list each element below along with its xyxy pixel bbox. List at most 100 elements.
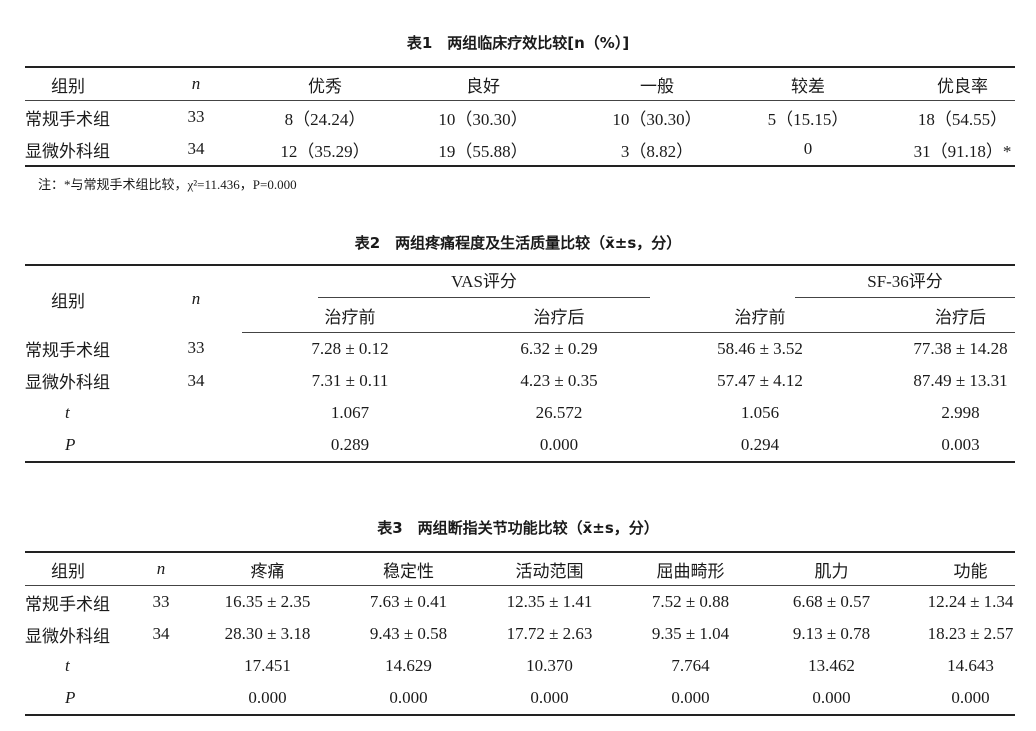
- cell: 34: [187, 370, 205, 390]
- column-header: 优秀: [242, 66, 408, 101]
- cell: 9.43 ± 0.58: [369, 624, 448, 643]
- row-label: 显微外科组: [25, 626, 110, 646]
- cell: 9.35 ± 1.04: [651, 624, 730, 643]
- cell: 33: [187, 338, 205, 358]
- table-row: P 0.000 0.000 0.000 0.000 0.000 0.000: [25, 682, 1015, 716]
- table-row: 常规手术组 33 8（24.24） 10（30.30） 10（30.30） 5（15.15…: [25, 101, 1015, 134]
- cell: 0.000: [902, 682, 1015, 716]
- column-header: 屈曲畸形: [620, 552, 761, 586]
- row-label: t: [65, 656, 70, 675]
- column-header: 疼痛: [197, 552, 338, 586]
- cell: 18（54.55）: [917, 109, 1008, 129]
- table-row: P 0.289 0.000 0.294 0.003: [25, 428, 1016, 463]
- cell: [150, 428, 242, 463]
- cell: 4.23 ± 0.35: [520, 370, 598, 390]
- cell: 0.000: [338, 682, 479, 716]
- table3-title: 表3 两组断指关节功能比较（x̄±s，分）: [377, 519, 659, 537]
- column-header: n: [150, 66, 242, 101]
- cell: 7.52 ± 0.88: [651, 592, 730, 611]
- cell: [125, 682, 197, 716]
- cell: 2.998: [941, 402, 980, 422]
- cell: 7.764: [671, 656, 710, 675]
- cell: 58.46 ± 3.52: [717, 338, 803, 358]
- table-row: t 17.451 14.629 10.370 7.764 13.462 14.643: [25, 650, 1015, 682]
- cell: 17.451: [244, 656, 291, 675]
- cell: [150, 397, 242, 429]
- table2-title: 表2 两组疼痛程度及生活质量比较（x̄±s，分）: [354, 234, 682, 252]
- cell: 14.629: [385, 656, 432, 675]
- table1-note: 注：*与常规手术组比较，χ²=11.436，P=0.000: [38, 177, 297, 192]
- row-label: 常规手术组: [25, 594, 110, 614]
- cell: 0.000: [761, 682, 902, 716]
- table-row: 常规手术组 33 16.35 ± 2.35 7.63 ± 0.41 12.35 ± 1.…: [25, 586, 1015, 619]
- cell: 1.067: [330, 402, 370, 422]
- column-header: 较差: [756, 66, 860, 101]
- row-label: t: [65, 402, 70, 422]
- table3: 组别 n 疼痛 稳定性 活动范围 屈曲畸形 肌力 功能常规手术组 33 16.35 ± 2.35 7…: [25, 551, 1015, 716]
- cell: 3（8.82）: [558, 133, 756, 167]
- column-header: 肌力: [761, 552, 902, 586]
- table-row: 显微外科组 34 28.30 ± 3.18 9.43 ± 0.58 17.72 ± 2.…: [25, 618, 1015, 650]
- table-row: 常规手术组 33 7.28 ± 0.12 6.32 ± 0.29 58.46 ± 3.5…: [25, 332, 1015, 365]
- cell: 12（35.29）: [242, 133, 408, 167]
- column-header: n: [125, 552, 197, 586]
- cell: 7.31 ± 0.11: [311, 370, 389, 390]
- cell: 57.47 ± 4.12: [717, 370, 803, 390]
- cell: 12.35 ± 1.41: [506, 592, 593, 611]
- sf36-header: SF-36评分: [795, 267, 1016, 298]
- cell: 28.30 ± 3.18: [224, 624, 311, 643]
- cell: 13.462: [808, 656, 855, 675]
- header-row: 组别 n 优秀 良好 一般 较差 优良率: [25, 66, 1015, 101]
- column-header: 组别: [25, 66, 150, 101]
- sub-header: 治疗前: [660, 298, 861, 333]
- cell: 8（24.24）: [284, 109, 366, 129]
- cell: 7.63 ± 0.41: [369, 592, 448, 611]
- cell: 16.35 ± 2.35: [224, 592, 311, 611]
- cell: 9.13 ± 0.78: [792, 624, 871, 643]
- row-label: 常规手术组: [25, 109, 110, 129]
- cell: 10.370: [526, 656, 573, 675]
- cell: [125, 650, 197, 682]
- cell: 0: [756, 133, 860, 167]
- table-row: t 1.067 26.572 1.056 2.998: [25, 397, 1015, 429]
- header-row: 组别 n 疼痛 稳定性 活动范围 屈曲畸形 肌力 功能: [25, 552, 1015, 586]
- cell: 31（91.18）*: [860, 133, 1015, 167]
- cell: 19（55.88）: [408, 133, 558, 167]
- sub-header: 治疗后: [458, 298, 661, 333]
- column-header: 组别: [25, 552, 125, 586]
- cell: 17.72 ± 2.63: [506, 624, 593, 643]
- cell: 33: [152, 592, 170, 611]
- row-label: 常规手术组: [25, 340, 110, 360]
- column-header: 功能: [902, 552, 1015, 586]
- cell: 1.056: [740, 402, 780, 422]
- cell: 5（15.15）: [767, 109, 849, 129]
- table-row: 显微外科组 34 12（35.29） 19（55.88） 3（8.82） 0 31（91.1…: [25, 133, 1015, 167]
- n-header: n: [150, 264, 242, 332]
- cell: 14.643: [947, 656, 994, 675]
- cell: 6.68 ± 0.57: [792, 592, 871, 611]
- column-header: 活动范围: [479, 552, 620, 586]
- cell: 77.38 ± 14.28: [913, 338, 1008, 358]
- row-label: P: [25, 682, 125, 716]
- vas-header: VAS评分: [318, 267, 651, 298]
- cell: 0.289: [242, 428, 458, 463]
- cell: 0.294: [660, 428, 861, 463]
- table2: 组别 n VAS评分 SF-36评分 治疗前 治疗后 治疗前 治疗后 常规手术组 33 7…: [25, 264, 1016, 463]
- cell: 34: [150, 133, 242, 167]
- sub-header: 治疗前: [242, 298, 458, 333]
- row-label: 显微外科组: [25, 373, 110, 392]
- table-row: 显微外科组 34 7.31 ± 0.11 4.23 ± 0.35 57.47 ± 4.1…: [25, 365, 1015, 397]
- table1-title: 表1 两组临床疗效比较[n（%）]: [406, 34, 630, 52]
- row-label: 显微外科组: [25, 133, 150, 167]
- cell: 0.000: [620, 682, 761, 716]
- cell: 10（30.30）: [438, 109, 528, 129]
- cell: 0.003: [860, 428, 1016, 463]
- group-header: 组别: [25, 264, 150, 332]
- cell: 0.000: [197, 682, 338, 716]
- cell: 7.28 ± 0.12: [311, 338, 389, 358]
- row-label: P: [25, 428, 150, 463]
- column-header: 稳定性: [338, 552, 479, 586]
- cell: 18.23 ± 2.57: [927, 624, 1014, 643]
- column-header: 优良率: [860, 66, 1015, 101]
- cell: 34: [152, 624, 170, 643]
